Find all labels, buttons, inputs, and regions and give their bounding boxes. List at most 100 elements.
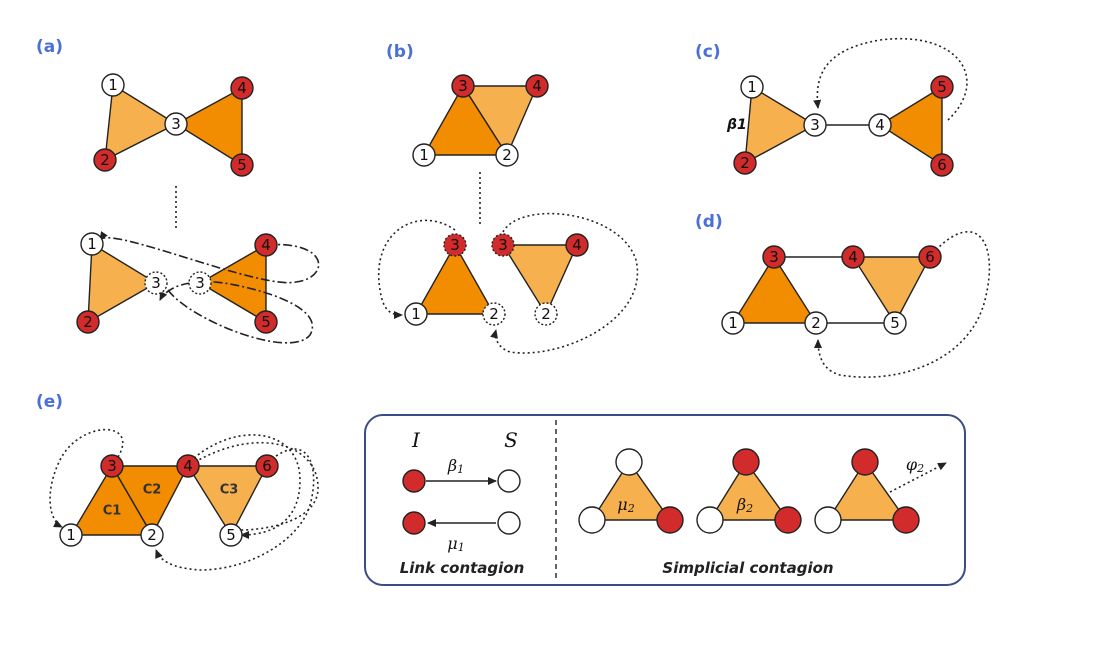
label-c1: C1 — [103, 504, 122, 519]
legend-phi2-triangle — [826, 460, 908, 521]
legend-phi2-left — [814, 506, 842, 534]
svg-text:5: 5 — [237, 156, 247, 174]
triangle-b-bottom-right — [501, 244, 579, 316]
dotted-loop-b-left — [377, 219, 456, 319]
label-c3: C3 — [220, 483, 239, 498]
svg-text:1: 1 — [419, 146, 429, 164]
svg-text:3: 3 — [195, 274, 205, 292]
triangle-a-bottom-left — [87, 242, 158, 324]
beta1-label-c: β1 — [726, 117, 747, 133]
svg-text:1: 1 — [728, 314, 738, 332]
svg-text:6: 6 — [925, 248, 935, 266]
node-a-b3b: 3 — [188, 271, 212, 295]
legend-infected-label: I — [411, 428, 421, 452]
panel-a: (a) 1 2 3 4 5 1 2 3 3 4 5 — [36, 37, 320, 344]
svg-text:2: 2 — [502, 146, 512, 164]
node-c-1: 1 — [740, 75, 764, 99]
node-b-3: 3 — [451, 74, 475, 98]
svg-text:3: 3 — [107, 457, 117, 475]
svg-text:3: 3 — [171, 115, 181, 133]
dashdot-arrow-a — [159, 282, 191, 301]
node-d-6: 6 — [918, 245, 942, 269]
node-d-2: 2 — [804, 311, 828, 335]
node-a-b4: 4 — [254, 233, 278, 257]
legend-mu2-right — [656, 506, 684, 534]
node-e-6: 6 — [255, 454, 279, 478]
panel-label-a: (a) — [36, 37, 63, 57]
panel-b: (b) 3 4 1 2 3 3 4 1 2 2 — [377, 42, 639, 354]
legend-simplicial-caption: Simplicial contagion — [662, 559, 833, 577]
label-c2: C2 — [143, 483, 162, 498]
legend-phi2-right — [892, 506, 920, 534]
node-a-b5: 5 — [254, 310, 278, 334]
svg-text:1: 1 — [87, 235, 97, 253]
node-e-3: 3 — [100, 454, 124, 478]
legend-link-caption: Link contagion — [400, 559, 525, 577]
legend-susceptible-node-2 — [497, 511, 521, 535]
svg-text:3: 3 — [450, 236, 460, 254]
node-a-4: 4 — [230, 76, 254, 100]
legend-infected-node-2 — [402, 511, 426, 535]
triangle-c-right — [878, 85, 943, 167]
node-c-5: 5 — [930, 75, 954, 99]
svg-text:6: 6 — [262, 457, 272, 475]
triangle-d-right — [851, 256, 932, 325]
triangle-e-c2 — [110, 465, 190, 537]
node-a-5: 5 — [230, 153, 254, 177]
svg-text:3: 3 — [151, 274, 161, 292]
node-b-b2b: 2 — [534, 302, 558, 326]
legend-beta1-label: β1 — [447, 456, 464, 476]
panel-d: (d) 3 4 6 1 2 5 — [695, 212, 991, 378]
svg-text:1: 1 — [411, 305, 421, 323]
svg-text:1: 1 — [108, 76, 118, 94]
svg-text:4: 4 — [237, 79, 247, 97]
triangle-d-left — [731, 255, 818, 324]
panel-e: (e) C1 C2 C3 3 4 6 1 2 5 — [36, 392, 319, 571]
legend-beta2-label: β2 — [736, 495, 753, 515]
svg-text:1: 1 — [66, 526, 76, 544]
panel-label-c: (c) — [695, 42, 721, 62]
node-a-1: 1 — [101, 73, 125, 97]
legend-mu2-triangle — [590, 460, 672, 521]
legend-beta2-left — [696, 506, 724, 534]
node-b-1: 1 — [412, 143, 436, 167]
legend-infected-node-1 — [402, 469, 426, 493]
svg-text:3: 3 — [458, 77, 468, 95]
dotted-loop-d — [814, 231, 991, 378]
triangle-a-bottom-right — [198, 243, 267, 324]
node-d-1: 1 — [721, 311, 745, 335]
svg-text:3: 3 — [769, 248, 779, 266]
svg-text:3: 3 — [498, 236, 508, 254]
dashdot-loop-a-upper — [99, 231, 320, 284]
legend-phi2-top — [851, 448, 879, 476]
legend-susceptible-label: S — [504, 428, 518, 452]
svg-text:2: 2 — [740, 154, 750, 172]
legend-mu1-label: μ1 — [447, 534, 464, 554]
svg-text:5: 5 — [226, 526, 236, 544]
legend-beta2-top — [732, 448, 760, 476]
svg-text:2: 2 — [100, 151, 110, 169]
node-e-1: 1 — [59, 523, 83, 547]
node-a-b3a: 3 — [144, 271, 168, 295]
dashdot-loop-a-lower — [167, 281, 314, 344]
node-b-2: 2 — [495, 143, 519, 167]
node-d-4: 4 — [841, 245, 865, 269]
triangle-c-left — [744, 85, 817, 165]
node-a-b1: 1 — [80, 232, 104, 256]
triangle-e-c3 — [186, 465, 269, 537]
node-a-3: 3 — [164, 112, 188, 136]
legend-frame — [364, 414, 966, 586]
node-b-b2a: 2 — [482, 302, 506, 326]
node-c-4: 4 — [868, 113, 892, 137]
svg-text:1: 1 — [747, 78, 757, 96]
legend-box: I S β1 μ1 Link contagion μ2 β2 φ2 Simpli… — [364, 414, 966, 586]
legend-susceptible-node-1 — [497, 469, 521, 493]
node-c-3: 3 — [803, 113, 827, 137]
node-a-b2: 2 — [76, 310, 100, 334]
svg-text:6: 6 — [937, 156, 947, 174]
panel-label-d: (d) — [695, 212, 723, 232]
node-b-4: 4 — [525, 74, 549, 98]
panel-label-b: (b) — [386, 42, 414, 62]
node-d-3: 3 — [762, 245, 786, 269]
svg-text:5: 5 — [890, 314, 900, 332]
